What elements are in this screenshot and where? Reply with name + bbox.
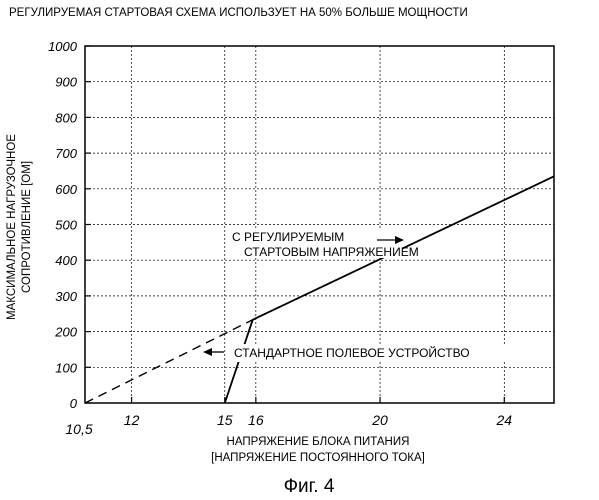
- standard-arrow-icon: [203, 348, 224, 356]
- x-axis-label-line1: НАПРЯЖЕНИЕ БЛОКА ПИТАНИЯ: [227, 436, 410, 448]
- y-tick-label: 800: [55, 110, 77, 125]
- x-axis-label-line2: [НАПРЯЖЕНИЕ ПОСТОЯННОГО ТОКА]: [211, 452, 425, 464]
- y-tick-label: 0: [70, 396, 78, 411]
- y-tick-label: 1000: [48, 39, 78, 54]
- y-tick-label: 400: [55, 253, 77, 268]
- x-tick-label: 20: [371, 412, 388, 428]
- regulated-annotation-line2: СТАРТОВЫМ НАПРЯЖЕНИЕМ: [244, 245, 419, 259]
- y-tick-label: 200: [54, 325, 77, 340]
- series-lines: [85, 176, 554, 403]
- x-tick-label: 15: [217, 412, 233, 428]
- y-axis-label-line1: МАКСИМАЛЬНОЕ НАГРУЗОЧНОЕ: [6, 134, 18, 320]
- y-tick-label: 900: [55, 75, 77, 90]
- x-axis-ticks: 10,5 12 15 16 20 24: [65, 412, 512, 437]
- y-tick-label: 100: [55, 360, 77, 375]
- standard-annotation: СТАНДАРТНОЕ ПОЛЕВОЕ УСТРОЙСТВО: [234, 345, 470, 360]
- y-tick-label: 700: [55, 146, 77, 161]
- figure-caption: Фиг. 4: [284, 476, 335, 497]
- chart-title: РЕГУЛИРУЕМАЯ СТАРТОВАЯ СХЕМА ИСПОЛЬЗУЕТ …: [9, 7, 468, 19]
- regulated-annotation-line1: С РЕГУЛИРУЕМЫМ: [232, 230, 344, 244]
- y-axis-label-line2: СОПРОТИВЛЕНИЕ [ОМ]: [21, 161, 33, 293]
- y-tick-label: 500: [55, 218, 77, 233]
- x-tick-label: 12: [124, 412, 140, 428]
- y-tick-label: 600: [55, 182, 77, 197]
- x-tick-label: 24: [496, 412, 513, 428]
- standard-device-line: [85, 320, 253, 403]
- y-axis-ticks: 0 100 200 300 400 500 600 700 800 900 1000: [48, 39, 78, 411]
- y-tick-label: 300: [55, 289, 77, 304]
- x-tick-label: 16: [248, 412, 264, 428]
- x-tick-label: 10,5: [65, 421, 92, 437]
